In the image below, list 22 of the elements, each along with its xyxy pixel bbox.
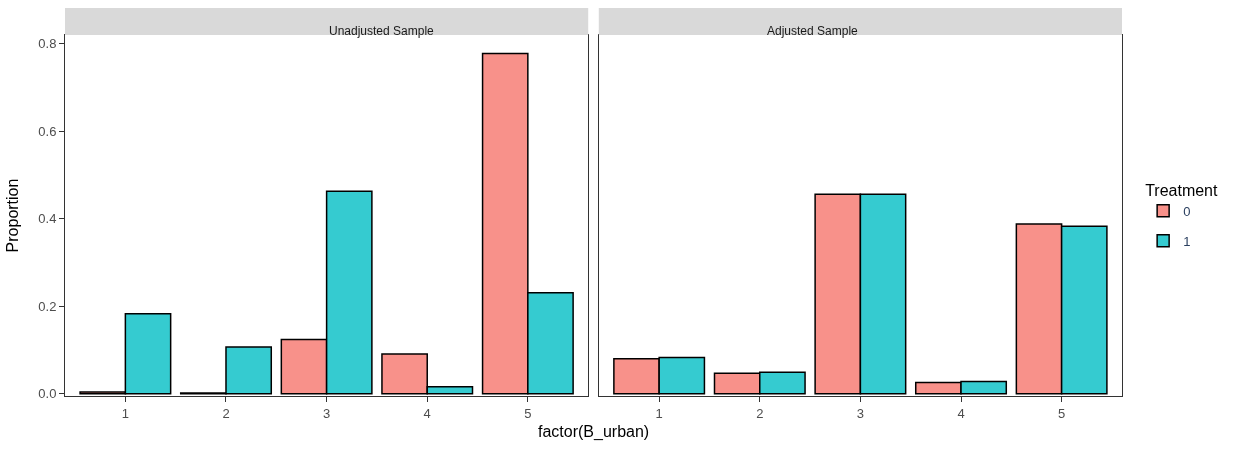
x-tick-label: 3 xyxy=(322,405,331,421)
y-tick-label: 0.6 xyxy=(38,123,57,139)
y-tick-label: 0.4 xyxy=(38,211,57,227)
y-axis-title: Proportion xyxy=(4,178,22,253)
x-tick-label: 2 xyxy=(756,405,764,421)
chart-title: Unadjusted Sample xyxy=(329,24,435,38)
legend-title: Treatment xyxy=(1145,181,1219,199)
y-tick-label: 0.0 xyxy=(38,386,57,402)
y-tick-label: 0.8 xyxy=(38,36,57,52)
x-tick-label: 4 xyxy=(957,405,965,421)
x-tick-label: 3 xyxy=(856,405,865,421)
chart-title: Adjusted Sample xyxy=(767,24,859,38)
x-axis-title: factor(B_urban) xyxy=(538,423,650,441)
x-tick-label: 5 xyxy=(1058,405,1066,421)
x-tick-label: 5 xyxy=(524,405,532,421)
x-tick-label: 4 xyxy=(423,405,431,421)
x-tick-label: 1 xyxy=(655,405,663,421)
legend-label: 1 xyxy=(1183,233,1191,249)
legend-label: 0 xyxy=(1183,203,1191,219)
x-tick-label: 2 xyxy=(222,405,230,421)
y-tick-label: 0.2 xyxy=(38,298,57,314)
x-tick-label: 1 xyxy=(121,405,129,421)
